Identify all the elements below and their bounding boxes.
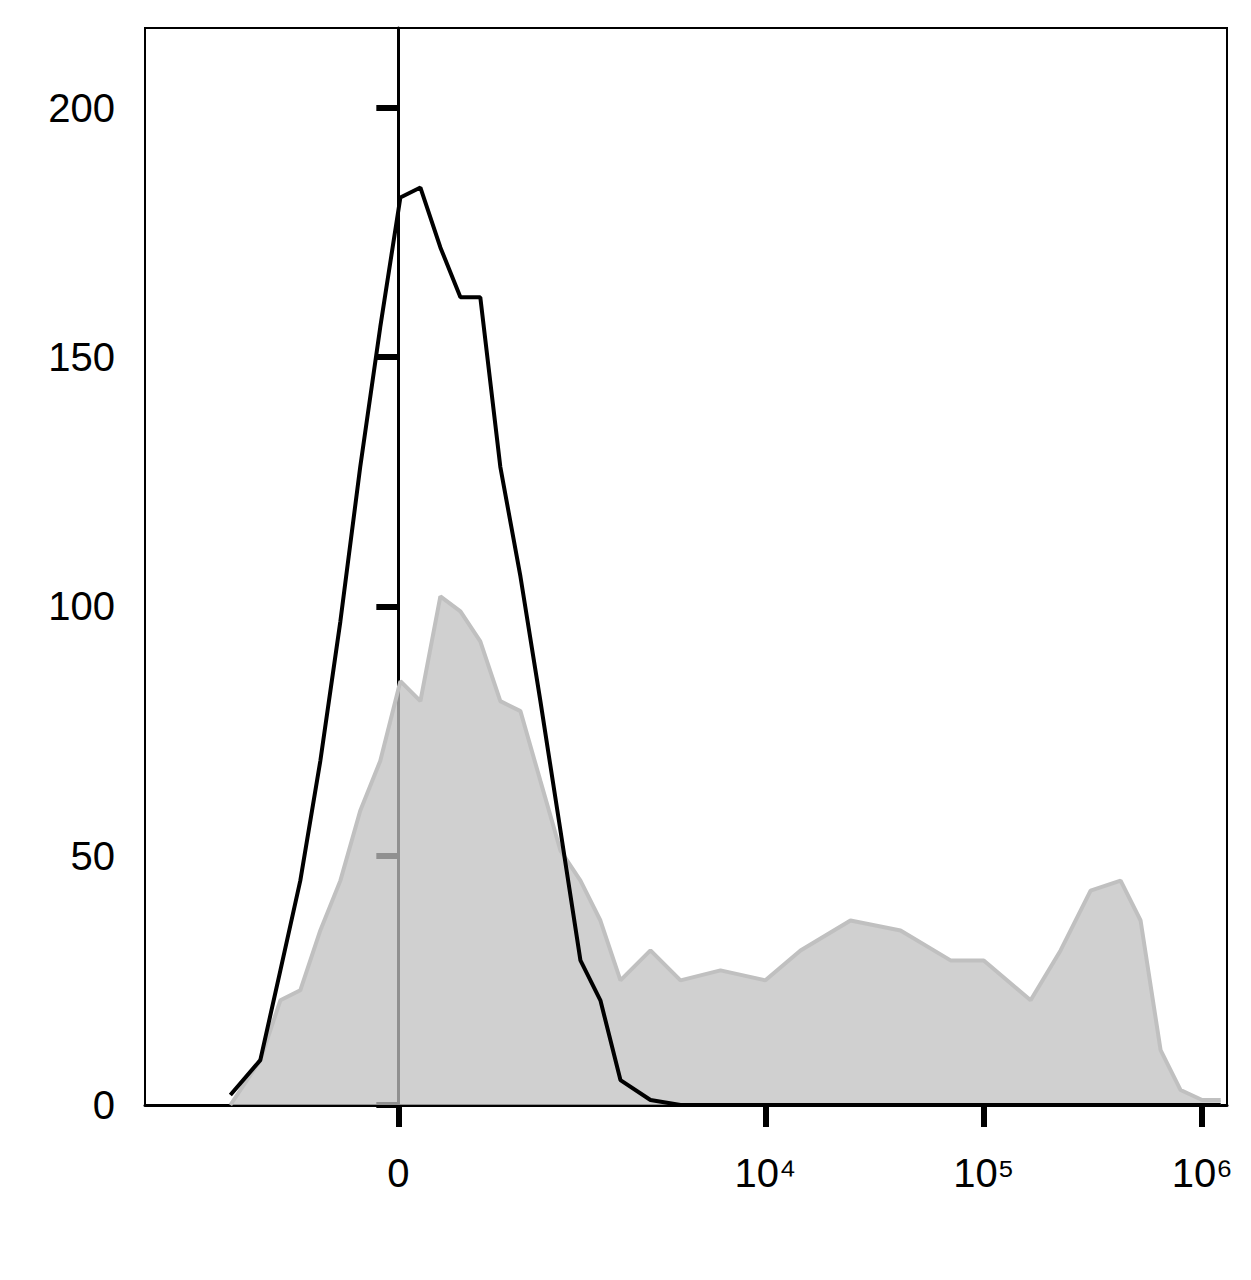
svg-text:150: 150 (48, 335, 115, 379)
svg-text:10⁴: 10⁴ (735, 1151, 797, 1195)
svg-text:200: 200 (48, 86, 115, 130)
svg-text:0: 0 (387, 1151, 409, 1195)
svg-text:10⁶: 10⁶ (1172, 1151, 1233, 1195)
svg-text:50: 50 (71, 834, 116, 878)
svg-text:10⁵: 10⁵ (953, 1151, 1014, 1195)
svg-text:100: 100 (48, 584, 115, 628)
svg-text:0: 0 (93, 1083, 115, 1127)
